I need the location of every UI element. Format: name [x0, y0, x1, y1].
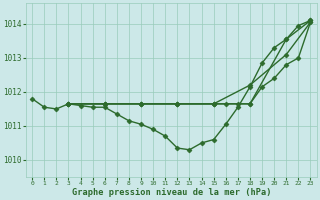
X-axis label: Graphe pression niveau de la mer (hPa): Graphe pression niveau de la mer (hPa): [72, 188, 271, 197]
